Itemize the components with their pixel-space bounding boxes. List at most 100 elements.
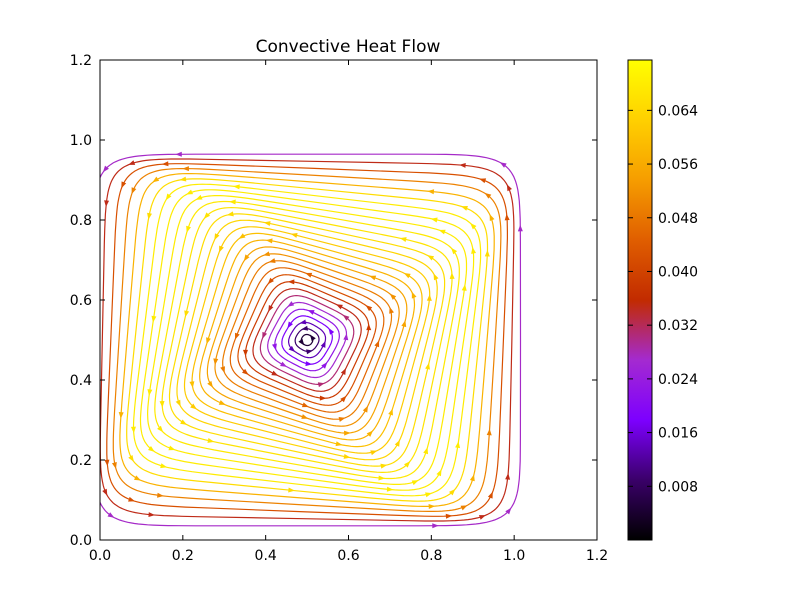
x-axis: 0.0 0.2 0.4 0.6 0.8 1.0 1.2 [89,60,608,564]
streamline [252,288,362,392]
streamline-arrow [207,380,213,388]
streamline-arrow [189,381,195,388]
streamline-arrow [268,258,276,264]
streamline-arrow [319,395,327,401]
streamline-arrow [436,469,442,477]
streamline-arrow [180,419,188,425]
streamline-arrow [460,206,468,211]
x-tick-label: 0.0 [89,548,111,564]
streamline-arrow [320,340,326,348]
y-axis: 0.0 0.2 0.4 0.6 0.8 1.0 1.2 [70,53,597,549]
streamline-arrow [321,362,328,369]
streamline-arrow [147,389,153,396]
streamline-arrow [342,314,350,321]
streamline-arrow [206,337,211,345]
streamline-arrow [328,327,335,335]
streamline-arrow [403,272,411,279]
streamline-arrow [107,512,115,518]
streamline [161,206,453,474]
y-tick-label: 0.8 [70,213,92,229]
streamline-arrow [401,320,407,328]
streamline-arrow [148,512,156,518]
streamline-arrow [299,319,307,325]
streamline [199,239,416,441]
streamline-arrow [306,349,313,355]
streamline-arrow [290,233,298,238]
streamline-arrow [195,194,203,200]
streamline-arrow [267,277,274,285]
streamline-arrow [451,247,458,255]
streamline-arrow [305,272,313,278]
streamline-arrow [175,151,182,157]
streamline-arrow [460,505,468,511]
streamline-arrow [428,503,436,509]
streamline-arrow [214,233,220,241]
x-tick-label: 0.4 [255,548,277,564]
streamline-arrow [288,487,295,493]
streamline-arrow [131,187,137,195]
streamline-arrow [469,474,475,482]
streamline-arrow [262,331,268,339]
streamline-arrow [427,255,435,261]
y-tick-label: 0.0 [70,533,92,549]
streamline [154,200,460,480]
streamline-arrow [505,473,511,480]
streamline-arrow [430,217,438,223]
streamline-arrow [271,343,277,351]
streamline-arrow [241,368,249,375]
streamline-arrow [301,325,309,331]
streamline-arrow [470,222,477,230]
streamline-arrow [220,366,225,374]
y-tick-label: 1.0 [70,133,92,149]
streamline-arrow [427,189,435,195]
streamline-arrow [157,492,164,498]
streamline-arrow [471,247,477,254]
streamline-arrow [449,272,455,280]
streamline-arrow [147,212,152,220]
streamline-arrow [104,459,110,467]
streamline-arrow [242,349,248,357]
streamline-arrow [301,414,309,419]
streamline-arrow [160,463,168,469]
x-tick-label: 0.2 [172,548,194,564]
streamline-arrow [152,176,160,183]
streamline-arrow [380,463,388,469]
streamline-arrow [335,304,343,310]
streamline-arrow [104,200,110,207]
streamline-arrow [121,181,127,189]
streamline-arrow [91,449,96,456]
streamline-arrow [168,445,176,451]
streamline [222,260,393,420]
streamline-arrow [499,162,507,168]
streamline-arrow [423,447,429,455]
streamline-arrow [184,310,190,318]
streamline [126,178,489,502]
streamline-arrow [386,486,394,492]
colorbar [627,59,653,541]
streamline-arrow [340,368,346,376]
streamline-arrow [362,405,368,413]
streamline-arrow [432,523,439,529]
streamline-arrow [374,340,380,348]
streamline [191,232,423,448]
streamline [267,301,348,379]
streamline-arrow [265,238,273,244]
streamline-arrow [243,254,250,262]
streamline-arrow [263,221,271,227]
streamline-arrow [489,214,495,222]
streamline [183,226,431,454]
streamline [259,295,355,385]
x-tick-label: 0.6 [337,548,359,564]
streamline-arrow [504,213,510,221]
streamline-arrow [229,199,236,205]
streamline-arrow [130,426,136,434]
streamline-arrow [425,492,432,498]
streamline-arrow [151,315,157,323]
colorbar-tick-label: 0.016 [658,426,698,442]
streamline-arrow [159,400,165,408]
streamline-arrow [307,310,315,315]
y-tick-label: 0.2 [70,453,92,469]
streamline-arrow [226,211,234,217]
streamline [119,173,495,507]
